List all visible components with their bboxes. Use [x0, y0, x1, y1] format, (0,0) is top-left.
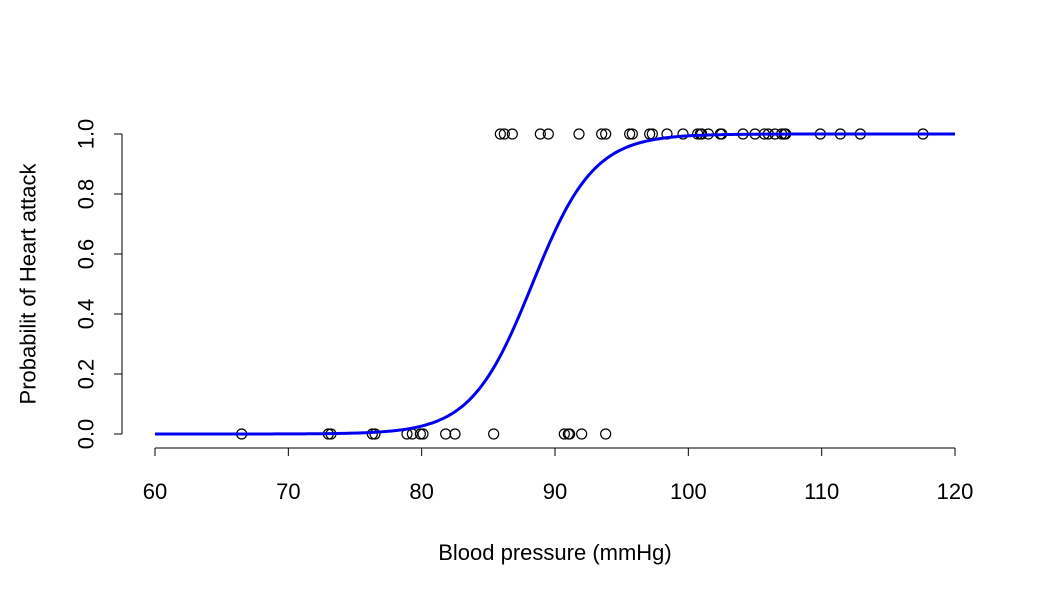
- data-point-no-attack: [414, 428, 426, 440]
- y-tick-label: 0.0: [74, 419, 99, 450]
- x-tick-label: 60: [143, 479, 167, 504]
- data-point-no-attack: [564, 428, 576, 440]
- x-tick-label: 100: [670, 479, 707, 504]
- x-tick-label: 120: [937, 479, 974, 504]
- data-point-heart-attack: [677, 128, 689, 140]
- data-point-heart-attack: [494, 128, 506, 140]
- data-point-no-attack: [558, 428, 570, 440]
- data-point-no-attack: [449, 428, 461, 440]
- y-tick-label: 0.2: [74, 359, 99, 390]
- fitted-logistic-curve: [155, 132, 955, 436]
- data-point-heart-attack: [573, 128, 585, 140]
- data-point-heart-attack: [596, 128, 608, 140]
- x-axis-ticks: 60 70 80 90 100 110 120: [143, 448, 974, 504]
- x-tick-label: 90: [543, 479, 567, 504]
- x-tick-label: 70: [276, 479, 300, 504]
- data-points: [236, 128, 929, 440]
- data-point-no-attack: [576, 428, 588, 440]
- data-point-no-attack: [488, 428, 500, 440]
- x-axis-title: Blood pressure (mmHg): [438, 540, 672, 565]
- data-point-heart-attack: [626, 128, 638, 140]
- y-axis-ticks: 0.0 0.2 0.4 0.6 0.8 1.0: [74, 119, 122, 450]
- y-tick-label: 0.8: [74, 179, 99, 210]
- data-point-no-attack: [440, 428, 452, 440]
- data-point-no-attack: [417, 428, 429, 440]
- x-tick-label: 110: [804, 479, 839, 504]
- data-point-no-attack: [600, 428, 612, 440]
- data-point-heart-attack: [498, 128, 510, 140]
- data-point-heart-attack: [542, 128, 554, 140]
- x-tick-label: 80: [409, 479, 433, 504]
- data-point-heart-attack: [600, 128, 612, 140]
- data-point-heart-attack: [624, 128, 636, 140]
- data-point-heart-attack: [534, 128, 546, 140]
- y-tick-label: 1.0: [74, 119, 99, 150]
- y-tick-label: 0.6: [74, 239, 99, 270]
- y-tick-label: 0.4: [74, 299, 99, 330]
- data-point-heart-attack: [506, 128, 518, 140]
- y-axis-title: Probabilit of Heart attack: [16, 163, 41, 405]
- axes: 60 70 80 90 100 110 120 0.0 0.2 0.4 0.6 0.8 1.0: [74, 119, 974, 504]
